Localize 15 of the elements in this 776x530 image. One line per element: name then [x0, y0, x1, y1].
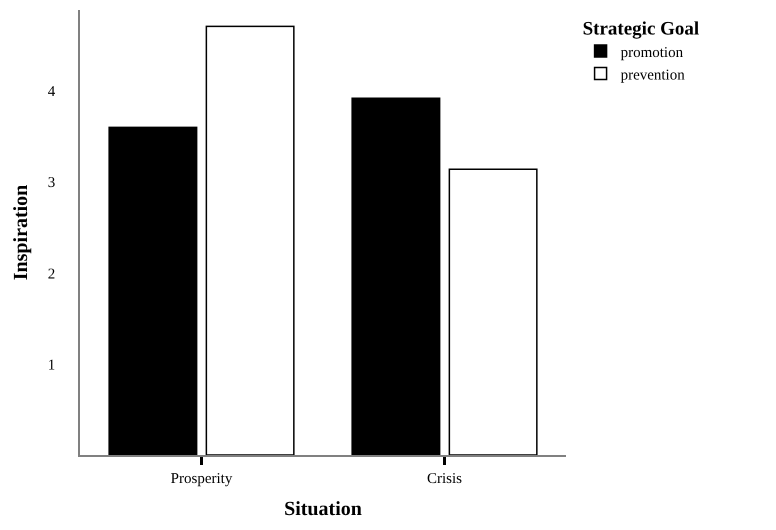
y-tick-label: 4	[48, 84, 56, 100]
bar	[206, 26, 295, 455]
legend-label: promotion	[620, 44, 684, 61]
y-tick-label: 2	[48, 266, 56, 282]
bar	[108, 126, 198, 455]
x-tick-label: Crisis	[426, 470, 462, 487]
y-tick-label: 1	[48, 357, 56, 374]
y-axis-title: Inspiration	[10, 184, 32, 280]
x-tick-label: Prosperity	[170, 470, 233, 487]
y-tick-label: 3	[48, 175, 56, 192]
legend-label: prevention	[620, 67, 686, 84]
x-axis-title: Situation	[284, 498, 362, 520]
bar	[448, 168, 538, 455]
legend-title: Strategic Goal	[582, 18, 700, 40]
bar	[351, 98, 440, 455]
